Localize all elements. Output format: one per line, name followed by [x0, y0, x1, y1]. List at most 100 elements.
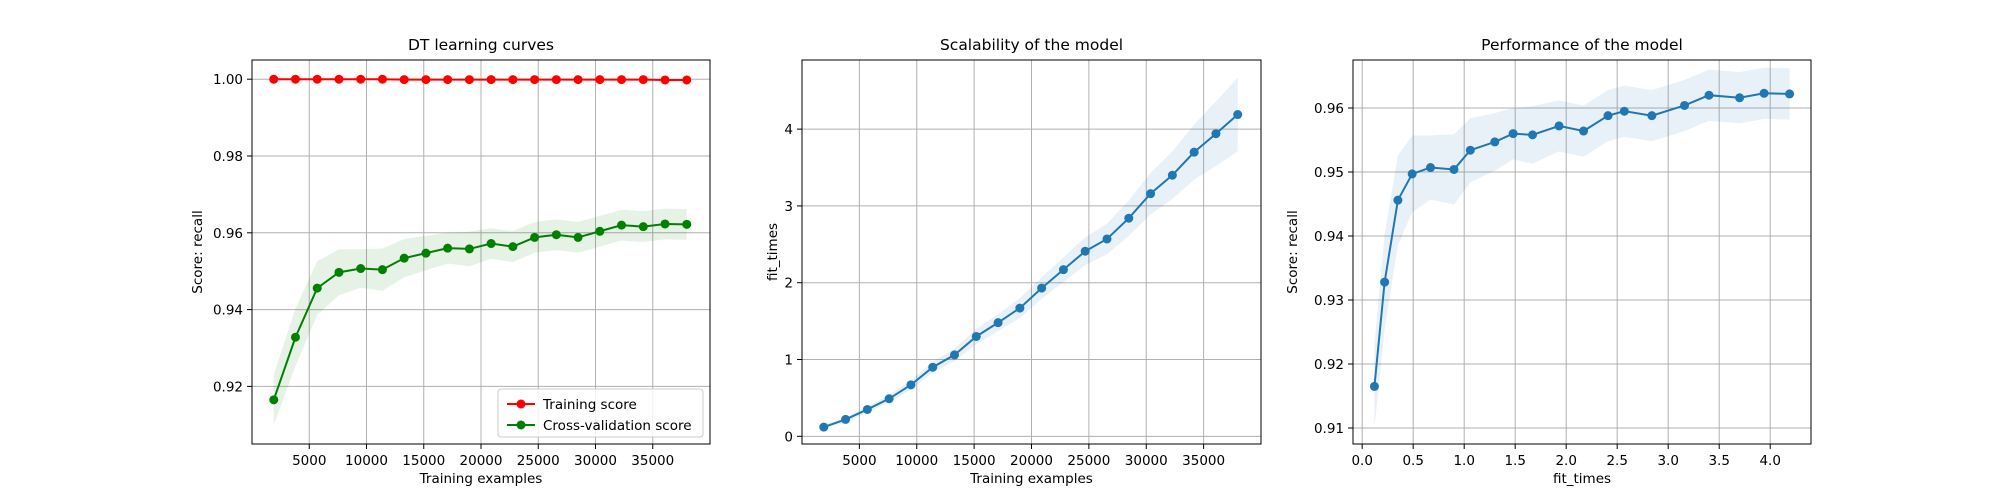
- data-point: [443, 243, 453, 253]
- series-1: [1369, 67, 1795, 429]
- chart-title: DT learning curves: [408, 36, 554, 54]
- data-point: [638, 75, 648, 85]
- std-band: [1374, 67, 1790, 429]
- x-tick-label: 2.5: [1606, 453, 1627, 469]
- data-point: [1680, 100, 1690, 110]
- chart-1: 5000 10000 15000 20000 25000 30000 35000 0.92 0.…: [190, 36, 711, 487]
- x-tick-label: 10000: [345, 453, 388, 469]
- data-point: [508, 242, 518, 252]
- x-tick-label: 2.0: [1555, 453, 1576, 469]
- data-point: [1508, 129, 1518, 139]
- gridlines: [802, 60, 1261, 444]
- data-point: [1037, 283, 1047, 293]
- data-point: [443, 75, 453, 85]
- std-band: [273, 208, 687, 425]
- data-point: [290, 332, 300, 342]
- data-point: [1058, 265, 1068, 275]
- y-tick-label: 3: [784, 199, 793, 215]
- series-1: [819, 77, 1243, 432]
- data-point: [862, 404, 872, 414]
- x-tick-label: 15000: [953, 453, 996, 469]
- data-point: [1369, 381, 1379, 391]
- data-point: [312, 74, 322, 84]
- y-tick-label: 4: [784, 122, 793, 138]
- x-tick-label: 35000: [1182, 453, 1225, 469]
- data-point: [421, 75, 431, 85]
- x-tick-label: 30000: [1125, 453, 1168, 469]
- data-point: [617, 220, 627, 230]
- y-axis-label: Score: recall: [1285, 210, 1301, 293]
- y-tick-label: 1.00: [213, 72, 243, 88]
- data-point: [1490, 137, 1500, 147]
- std-band: [823, 77, 1238, 429]
- y-axis-label: Score: recall: [190, 210, 206, 293]
- data-point: [530, 75, 540, 85]
- x-tick-label: 15000: [402, 453, 445, 469]
- x-tick-label: 3.0: [1657, 453, 1678, 469]
- data-point: [638, 222, 648, 232]
- data-point: [551, 230, 561, 240]
- x-tick-label: 35000: [631, 453, 674, 469]
- data-point: [1380, 277, 1390, 287]
- data-point: [530, 232, 540, 242]
- data-point: [508, 75, 518, 85]
- data-point: [269, 74, 279, 84]
- data-point: [399, 253, 409, 263]
- y-axis-label: fit_times: [765, 223, 781, 281]
- y-tick-label: 1: [784, 353, 793, 369]
- y-tick-label: 0.91: [1314, 421, 1344, 437]
- data-point: [421, 248, 431, 258]
- x-tick-label: 0.0: [1351, 453, 1372, 469]
- data-point: [682, 75, 692, 85]
- data-point: [595, 75, 605, 85]
- x-tick-label: 1.5: [1504, 453, 1525, 469]
- data-point: [819, 422, 829, 432]
- data-point: [1080, 246, 1090, 256]
- data-point: [1426, 163, 1436, 173]
- legend-marker: [516, 399, 526, 409]
- data-point: [1167, 170, 1177, 180]
- data-point: [356, 264, 366, 274]
- gridlines: [1353, 60, 1811, 444]
- data-point: [928, 362, 938, 372]
- y-tick-label: 0.95: [1314, 165, 1344, 181]
- x-tick-label: 10000: [895, 453, 938, 469]
- data-point: [377, 265, 387, 275]
- x-tick-label: 3.5: [1708, 453, 1729, 469]
- data-point: [1211, 129, 1221, 139]
- data-point: [1449, 164, 1459, 174]
- x-axis-label: Training examples: [419, 471, 543, 487]
- x-tick-label: 0.5: [1402, 453, 1423, 469]
- x-tick-label: 1.0: [1453, 453, 1474, 469]
- data-point: [1528, 130, 1538, 140]
- x-tick-label: 25000: [1067, 453, 1110, 469]
- plot-frame: [1352, 59, 1812, 445]
- series-2: [269, 208, 692, 425]
- y-tick-label: 0.93: [1314, 293, 1344, 309]
- data-point: [950, 350, 960, 360]
- x-tick-label: 25000: [517, 453, 560, 469]
- legend-box: [497, 388, 704, 438]
- data-point: [841, 414, 851, 424]
- y-tick-label: 0.92: [213, 379, 243, 395]
- x-tick-label: 4.0: [1759, 453, 1780, 469]
- legend-label: Cross-validation score: [543, 418, 692, 434]
- data-point: [1647, 111, 1657, 121]
- data-point: [660, 75, 670, 85]
- data-point: [1579, 126, 1589, 136]
- data-point: [334, 267, 344, 277]
- legend-marker: [516, 420, 526, 430]
- y-tick-label: 0.94: [213, 303, 243, 319]
- data-point: [1102, 234, 1112, 244]
- x-tick-label: 5000: [292, 453, 326, 469]
- chart-title: Performance of the model: [1481, 36, 1683, 54]
- data-point: [1233, 110, 1243, 120]
- data-point: [464, 244, 474, 254]
- data-point: [269, 395, 279, 405]
- data-point: [617, 75, 627, 85]
- data-point: [660, 219, 670, 229]
- data-point: [682, 219, 692, 229]
- y-tick-label: 0.94: [1314, 229, 1344, 245]
- data-point: [1554, 121, 1564, 131]
